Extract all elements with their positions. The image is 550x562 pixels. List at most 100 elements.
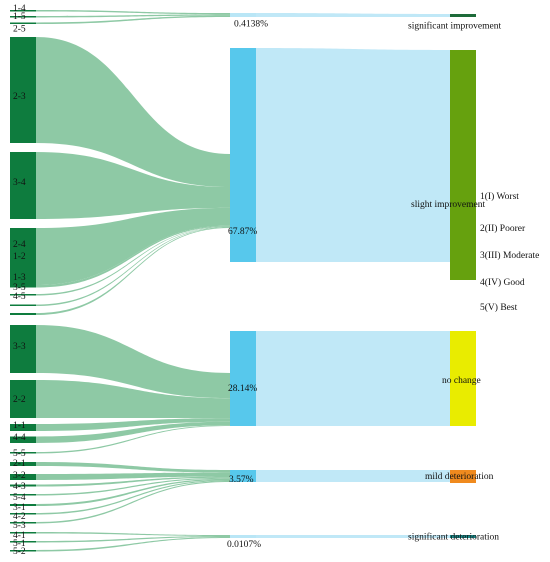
source-node-3-5: [10, 313, 36, 315]
target-node-no-change: [450, 331, 476, 426]
target-label-no-change: no change: [442, 376, 481, 386]
flow-2-2-to-m3: [36, 380, 230, 419]
middle-node-m4: [230, 470, 256, 482]
target-node-slight-improvement: [450, 50, 476, 280]
source-label-4-2: 4-2: [13, 512, 26, 522]
flow-m5-to-t5: [256, 535, 450, 538]
flow-5-4-to-m4: [36, 477, 230, 496]
source-node-3-3: [10, 325, 36, 373]
source-label-1-1: 1-1: [13, 421, 26, 431]
source-label-3-5: 3-5: [13, 283, 26, 293]
source-label-3-4: 3-4: [13, 178, 26, 188]
source-label-5-1: 5-1: [13, 539, 26, 549]
source-label-1-3: 1-3: [13, 273, 26, 283]
middle-label-m1: 0.4138%: [234, 20, 268, 30]
flow-5-2-to-m5: [36, 537, 230, 552]
target-label-mild-deterioration: mild deterioration: [425, 472, 494, 482]
flow-1-3-to-m2: [36, 226, 230, 306]
flow-3-1-to-m4: [36, 478, 230, 506]
source-label-5-2: 5-2: [13, 547, 26, 557]
legend-item-5: 5(V) Best: [480, 302, 518, 313]
middle-node-m1: [230, 13, 256, 17]
source-node-3-2: [10, 474, 36, 480]
flow-2-4-to-m2: [36, 207, 230, 285]
source-label-5-3: 5-3: [13, 521, 26, 531]
middle-label-m4: 3.57%: [229, 475, 254, 485]
source-node-2-1: [10, 462, 36, 466]
flow-m2-to-t2: [256, 48, 450, 262]
source-label-1-4: 1-4: [13, 4, 26, 14]
source-node-2-5: [10, 22, 36, 24]
middle-node-m5: [230, 535, 256, 538]
flow-1-1-to-m3: [36, 418, 230, 431]
source-label-5-4: 5-4: [13, 493, 26, 503]
source-node-2-2: [10, 380, 36, 418]
middle-label-m2: 67.87%: [228, 227, 257, 237]
target-label-slight-improvement: slight improvement: [411, 200, 486, 210]
source-node-2-4: [10, 228, 36, 285]
source-node-4-2: [10, 513, 36, 515]
source-label-1-5: 1-5: [13, 12, 26, 22]
source-node-5-1: [10, 541, 36, 543]
source-node-5-3: [10, 522, 36, 524]
target-node-mild-deterioration: [450, 470, 476, 483]
source-label-3-1: 3-1: [13, 503, 26, 513]
source-node-1-1: [10, 424, 36, 431]
target-label-significant-deterioration: significant deterioration: [408, 532, 499, 543]
flow-2-5-to-m1: [36, 15, 230, 24]
flow-3-3-to-m3: [36, 325, 230, 399]
source-label-4-3: 4-3: [13, 482, 26, 492]
source-label-1-2: 1-2: [13, 252, 26, 262]
middle-label-m3: 28.14%: [228, 384, 257, 394]
middle-node-m3: [230, 331, 256, 426]
flow-5-1-to-m5: [36, 536, 230, 543]
node-layer: [10, 10, 476, 552]
source-label-4-5: 4-5: [13, 292, 26, 302]
flow-4-1-to-m5: [36, 532, 230, 536]
source-label-4-1: 4-1: [13, 531, 26, 541]
source-node-5-4: [10, 494, 36, 496]
middle-node-m2: [230, 48, 256, 262]
source-node-5-5: [10, 452, 36, 454]
legend-item-4: 4(IV) Good: [480, 277, 525, 288]
flow-5-3-to-m4: [36, 481, 230, 524]
source-node-4-5: [10, 294, 36, 296]
target-node-significant-improvement: [450, 14, 476, 17]
flow-4-5-to-m2: [36, 226, 230, 296]
source-node-3-4: [10, 152, 36, 219]
source-node-3-1: [10, 504, 36, 506]
source-label-5-5: 5-5: [13, 449, 26, 459]
source-label-2-2: 2-2: [13, 395, 26, 405]
label-layer: 1-41-5 2-5 2-3 3-4 2-4 1-2 4-5 1-33-5 3-3 2-2 1-1 4…: [13, 4, 501, 557]
target-node-significant-deterioration: [450, 535, 476, 538]
source-node-2-3: [10, 37, 36, 143]
flow-1-2-to-m2: [36, 225, 230, 288]
legend-item-2: 2(II) Poorer: [480, 223, 526, 234]
source-label-2-4: 2-4: [13, 240, 26, 250]
flow-3-2-to-m4: [36, 472, 230, 480]
source-label-3-2: 3-2: [13, 471, 26, 481]
source-node-1-4: [10, 10, 36, 12]
flow-3-4-to-m2: [36, 152, 230, 219]
source-node-1-3: [10, 304, 36, 306]
flow-layer: [36, 10, 450, 552]
source-node-4-4: [10, 436, 36, 443]
source-node-1-5: [10, 16, 36, 18]
legend-item-1: 1(I) Worst: [480, 191, 519, 202]
legend: 1(I) Worst 2(II) Poorer 3(III) Moderate 4(I…: [480, 191, 539, 313]
source-label-4-4: 4-4: [13, 433, 26, 443]
flow-m1-to-t1: [256, 13, 450, 17]
flow-m4-to-t4: [256, 470, 450, 482]
flow-4-3-to-m4: [36, 476, 230, 487]
flow-2-3-to-m2: [36, 37, 230, 188]
flow-1-4-to-m1: [36, 10, 230, 15]
source-label-2-3: 2-3: [13, 92, 26, 102]
source-node-5-2: [10, 550, 36, 552]
source-label-2-1: 2-1: [13, 459, 26, 469]
source-label-3-3: 3-3: [13, 342, 26, 352]
flow-1-5-to-m1: [36, 14, 230, 18]
flow-3-5-to-m2: [36, 227, 230, 315]
source-node-4-3: [10, 484, 36, 487]
target-label-significant-improvement: significant improvement: [408, 21, 501, 32]
